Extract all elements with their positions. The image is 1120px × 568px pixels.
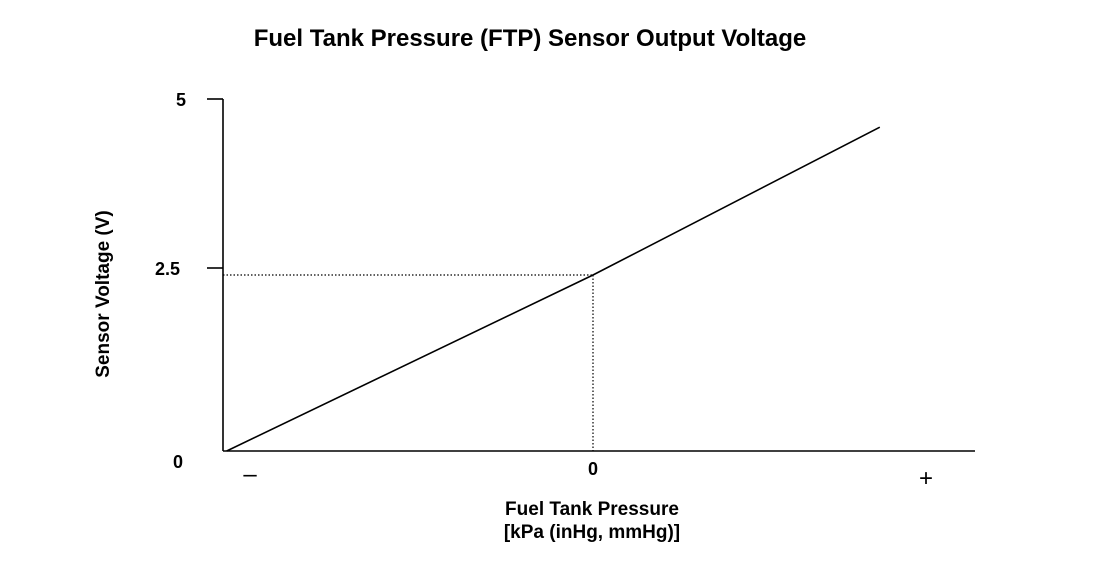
y-tick-label-5: 5 bbox=[176, 90, 186, 110]
x-tick-label-negative: – bbox=[243, 461, 257, 488]
x-tick-label-zero: 0 bbox=[588, 459, 598, 479]
x-axis-label-line1: Fuel Tank Pressure bbox=[505, 499, 679, 520]
x-tick-label-positive: + bbox=[919, 465, 933, 492]
y-axis-label: Sensor Voltage (V) bbox=[93, 210, 114, 378]
x-axis-label-line2: [kPa (inHg, mmHg)] bbox=[504, 522, 680, 543]
y-tick-label-0: 0 bbox=[173, 452, 183, 472]
chart-title: Fuel Tank Pressure (FTP) Sensor Output V… bbox=[254, 25, 807, 52]
series-line bbox=[226, 126, 881, 452]
y-tick-label-2-5: 2.5 bbox=[155, 259, 180, 279]
